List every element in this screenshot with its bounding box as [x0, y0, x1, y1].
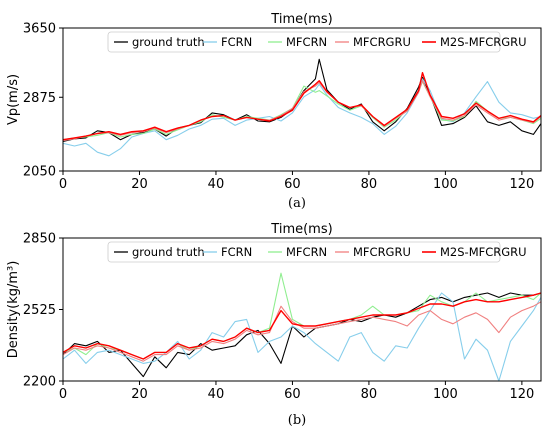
x-tick-label: 20 — [131, 177, 148, 192]
plot-frame — [62, 27, 542, 172]
x-tick-label: 80 — [361, 387, 378, 402]
legend: ground truth FCRN MFCRN MFCRGRU M2S-MFCRGRU — [107, 241, 527, 263]
chart-title: Time(ms) — [270, 222, 332, 237]
legend: ground truth FCRN MFCRN MFCRGRU M2S-MFCRGRU — [107, 31, 527, 53]
legend-box — [107, 241, 501, 263]
legend-box — [107, 31, 501, 53]
x-tick-label: 0 — [59, 177, 67, 192]
y-tick-label: 2875 — [23, 91, 56, 106]
y-axis-label: Density(kg/m³) — [6, 261, 21, 359]
y-tick-label: 2525 — [23, 303, 56, 318]
chart-title: Time(ms) — [270, 12, 332, 27]
legend-entry: FCRN — [221, 35, 252, 49]
legend-entry: ground truth — [132, 35, 205, 49]
x-tick-label: 20 — [131, 387, 148, 402]
legend-entry: FCRN — [221, 245, 252, 259]
panel-caption: (a) — [288, 196, 306, 211]
chart-panel-a: Time(ms) 0 20 40 60 80 100 120 2050 2875 3650 Vp(m/… — [6, 12, 542, 211]
x-tick-label: 120 — [509, 387, 534, 402]
y-tick-label: 2200 — [23, 375, 56, 390]
legend-entry: MFCRGRU — [353, 245, 411, 259]
legend-entry: MFCRGRU — [353, 35, 411, 49]
legend-entry: M2S-MFCRGRU — [440, 245, 527, 259]
x-tick-label: 0 — [59, 387, 67, 402]
series-line-mfcrn — [62, 272, 542, 360]
series-line-mfcrgru — [62, 301, 542, 362]
legend-entry: M2S-MFCRGRU — [440, 35, 527, 49]
x-tick-label: 60 — [284, 387, 301, 402]
series-line-fcrn — [62, 292, 542, 382]
y-axis-label: Vp(m/s) — [6, 74, 21, 125]
y-tick-label: 3650 — [23, 22, 56, 37]
x-tick-label: 100 — [433, 387, 458, 402]
series-line-ground-truth — [62, 58, 542, 143]
legend-entry: ground truth — [132, 245, 205, 259]
x-tick-label: 40 — [208, 387, 225, 402]
series-line-m2s-mfcrgru — [62, 292, 542, 360]
x-tick-label: 120 — [509, 177, 534, 192]
y-tick-label: 2050 — [23, 165, 56, 180]
x-tick-label: 40 — [208, 177, 225, 192]
x-tick-label: 80 — [361, 177, 378, 192]
x-tick-label: 100 — [433, 177, 458, 192]
series-line-mfcrn — [62, 81, 542, 141]
legend-entry: MFCRN — [286, 245, 327, 259]
chart-panel-b: Time(ms) 0 20 40 60 80 100 120 2200 2525 2850Densi… — [6, 222, 542, 428]
panel-caption: (b) — [288, 413, 306, 428]
legend-entry: MFCRN — [286, 35, 327, 49]
series-line-mfcrgru — [62, 80, 542, 142]
series-line-m2s-mfcrgru — [62, 71, 542, 141]
y-tick-label: 2850 — [23, 232, 56, 247]
series-line-ground-truth — [62, 292, 542, 378]
x-tick-label: 60 — [284, 177, 301, 192]
